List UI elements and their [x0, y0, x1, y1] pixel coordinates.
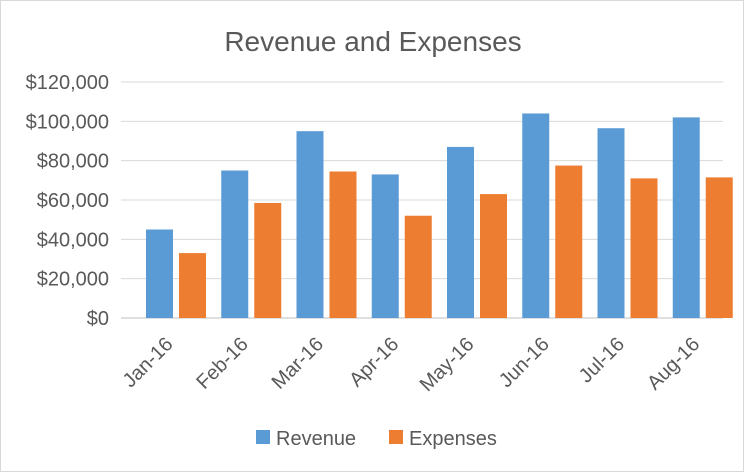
bar-expenses-jul-16	[631, 178, 658, 318]
bar-revenue-mar-16	[297, 131, 324, 318]
bar-expenses-may-16	[480, 194, 507, 318]
x-tick-label: Feb-16	[192, 333, 252, 393]
y-tick-label: $80,000	[37, 151, 109, 173]
legend-swatch-revenue	[256, 430, 270, 444]
bar-expenses-mar-16	[330, 171, 357, 318]
chart-title: Revenue and Expenses	[224, 26, 521, 57]
bar-revenue-may-16	[447, 147, 474, 318]
y-tick-label: $0	[87, 308, 109, 330]
y-axis-ticks: $0 $20,000 $40,000 $60,000 $80,000 $100,000 $1…	[26, 72, 109, 330]
bar-revenue-jan-16	[146, 230, 173, 319]
y-tick-label: $20,000	[37, 269, 109, 291]
bar-revenue-jun-16	[522, 113, 549, 318]
bar-revenue-feb-16	[221, 171, 248, 319]
x-tick-label: Mar-16	[268, 333, 328, 393]
y-tick-label: $60,000	[37, 190, 109, 212]
bar-revenue-aug-16	[673, 117, 700, 318]
x-tick-label: Jan-16	[119, 333, 178, 392]
bar-expenses-jun-16	[555, 166, 582, 318]
x-axis-ticks: Jan-16 Feb-16 Mar-16 Apr-16 May-16 Jun-16 Jul-…	[119, 333, 705, 396]
bar-revenue-jul-16	[598, 128, 625, 318]
chart-frame: Revenue and Expenses $0 $20,000 $40,000 $60…	[0, 0, 744, 472]
bar-expenses-jan-16	[179, 253, 206, 318]
x-tick-label: Jun-16	[495, 333, 554, 392]
bar-expenses-aug-16	[706, 177, 733, 318]
x-tick-label: Aug-16	[643, 333, 704, 394]
legend-swatch-expenses	[389, 430, 403, 444]
x-tick-label: Jul-16	[575, 333, 629, 387]
bars	[146, 113, 733, 318]
x-tick-label: May-16	[416, 333, 479, 396]
legend: Revenue Expenses	[256, 428, 497, 450]
bar-revenue-apr-16	[372, 174, 399, 318]
chart-canvas: Revenue and Expenses $0 $20,000 $40,000 $60…	[1, 1, 744, 473]
legend-label-revenue: Revenue	[276, 428, 356, 450]
bar-expenses-apr-16	[405, 216, 432, 318]
bar-expenses-feb-16	[254, 203, 281, 318]
y-tick-label: $40,000	[37, 229, 109, 251]
legend-label-expenses: Expenses	[409, 428, 497, 450]
y-tick-label: $120,000	[26, 72, 109, 94]
y-tick-label: $100,000	[26, 111, 109, 133]
x-tick-label: Apr-16	[345, 333, 403, 391]
